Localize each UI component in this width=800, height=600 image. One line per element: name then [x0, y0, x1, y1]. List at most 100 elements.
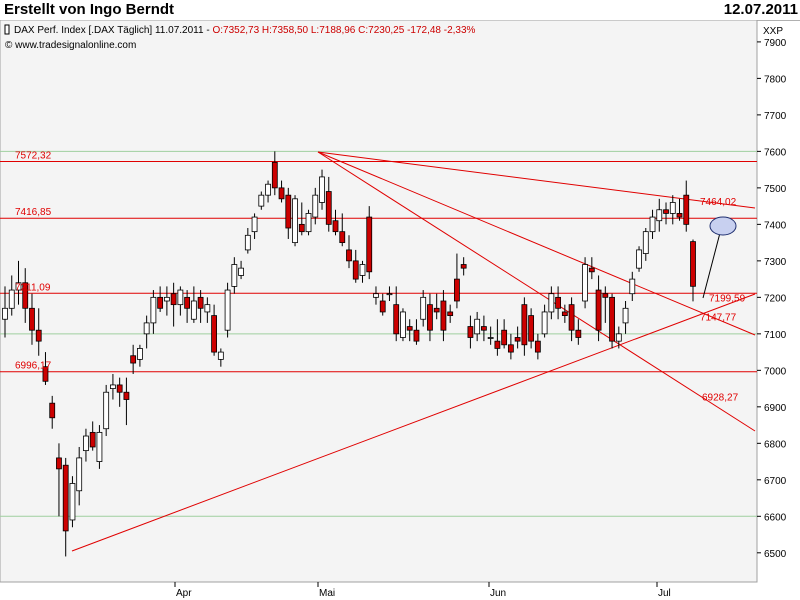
trendline-value-label: 7147,77	[700, 312, 737, 323]
candle	[637, 246, 642, 272]
candle-body	[326, 192, 331, 225]
candle-body	[610, 297, 615, 341]
y-tick-label: 6500	[764, 549, 787, 560]
candle-body	[131, 356, 136, 363]
candle-body	[461, 265, 466, 269]
candle-body	[9, 290, 14, 308]
candle-body	[272, 162, 277, 188]
candle-body	[549, 294, 554, 312]
candle-body	[522, 305, 527, 345]
x-tick-label: Jul	[658, 588, 671, 599]
candle-body	[36, 330, 41, 341]
legend-instrument: DAX Perf. Index [.DAX Täglich] 11.07.201…	[14, 25, 204, 36]
candle-body	[495, 341, 500, 348]
candle-body	[583, 265, 588, 301]
candle-body	[252, 217, 257, 232]
candle-body	[596, 290, 601, 330]
candle-body	[117, 385, 122, 392]
candle-body	[664, 210, 669, 214]
candle-body	[448, 312, 453, 316]
candle	[70, 476, 75, 527]
candle-body	[286, 195, 291, 228]
candle-body	[677, 213, 682, 217]
candle-body	[205, 305, 210, 312]
candle-body	[427, 305, 432, 331]
y-tick-label: 7200	[764, 293, 787, 304]
candle-body	[50, 403, 55, 418]
candle-body	[56, 458, 61, 469]
candle-body	[623, 308, 628, 323]
candle-body	[650, 217, 655, 232]
y-tick-label: 6600	[764, 512, 787, 523]
candle-body	[488, 337, 493, 338]
candle-body	[90, 432, 95, 447]
y-tick-label: 6700	[764, 476, 787, 487]
candle-body	[279, 188, 284, 199]
candle-body	[225, 290, 230, 330]
y-tick-label: 7900	[764, 38, 787, 49]
level-label: 7572,32	[15, 150, 52, 161]
legend-line: DAX Perf. Index [.DAX Täglich] 11.07.201…	[14, 25, 476, 36]
candle-body	[414, 330, 419, 341]
candle-body	[266, 184, 271, 195]
candle-body	[299, 224, 304, 231]
candle-body	[104, 392, 109, 428]
trendline-value-label: 6928,27	[702, 393, 739, 404]
candle-body	[576, 330, 581, 337]
plot-area	[0, 20, 757, 582]
level-label: 7416,85	[15, 207, 52, 218]
candle-body	[441, 301, 446, 330]
candle-body	[468, 327, 473, 338]
candle-body	[239, 268, 244, 275]
candle-body	[367, 217, 372, 272]
candle-body	[529, 316, 534, 342]
candle-body	[171, 294, 176, 305]
candle-body	[306, 213, 311, 231]
candle-body	[630, 279, 635, 294]
candle-body	[508, 345, 513, 352]
legend-marker	[5, 25, 9, 34]
candle-body	[556, 297, 561, 308]
candle-body	[670, 202, 675, 213]
y-tick-label: 6800	[764, 439, 787, 450]
candle-body	[63, 465, 68, 531]
candle-body	[569, 305, 574, 331]
candle-body	[481, 327, 486, 331]
candle-body	[684, 195, 689, 224]
level-label: 7211,09	[15, 282, 51, 293]
candle-body	[124, 392, 129, 399]
y-tick-label: 6900	[764, 403, 787, 414]
candle-body	[340, 232, 345, 243]
candle-body	[97, 432, 102, 461]
candle-body	[475, 319, 480, 334]
candle	[367, 206, 372, 279]
candle-body	[320, 177, 325, 203]
x-tick-label: Apr	[176, 588, 192, 599]
date-label: 12.07.2011	[724, 1, 798, 18]
y-tick-label: 7600	[764, 147, 787, 158]
legend-ohlc-values: O:7352,73 H:7358,50 L:7188,96	[212, 25, 355, 36]
candle-body	[151, 297, 156, 323]
candle-body	[535, 341, 540, 352]
candle-body	[77, 458, 82, 491]
candle-body	[515, 337, 520, 341]
candle-body	[394, 305, 399, 334]
candle-body	[434, 308, 439, 312]
candle-body	[657, 210, 662, 221]
candle-body	[691, 242, 696, 287]
candle-body	[347, 250, 352, 261]
candle-body	[353, 261, 358, 279]
copyright-text: © www.tradesignalonline.com	[5, 40, 136, 51]
candle-body	[643, 232, 648, 254]
candle	[583, 257, 588, 308]
candle-body	[562, 312, 567, 316]
legend-change: C:7230,25 -172,48 -2,33%	[358, 25, 475, 36]
candle-body	[137, 348, 142, 359]
candle-body	[454, 279, 459, 301]
target-ellipse	[710, 217, 736, 235]
candle	[306, 210, 311, 236]
y-tick-label: 7500	[764, 184, 787, 195]
candle-body	[83, 436, 88, 451]
candle-body	[245, 235, 250, 250]
candle-body	[70, 483, 75, 519]
